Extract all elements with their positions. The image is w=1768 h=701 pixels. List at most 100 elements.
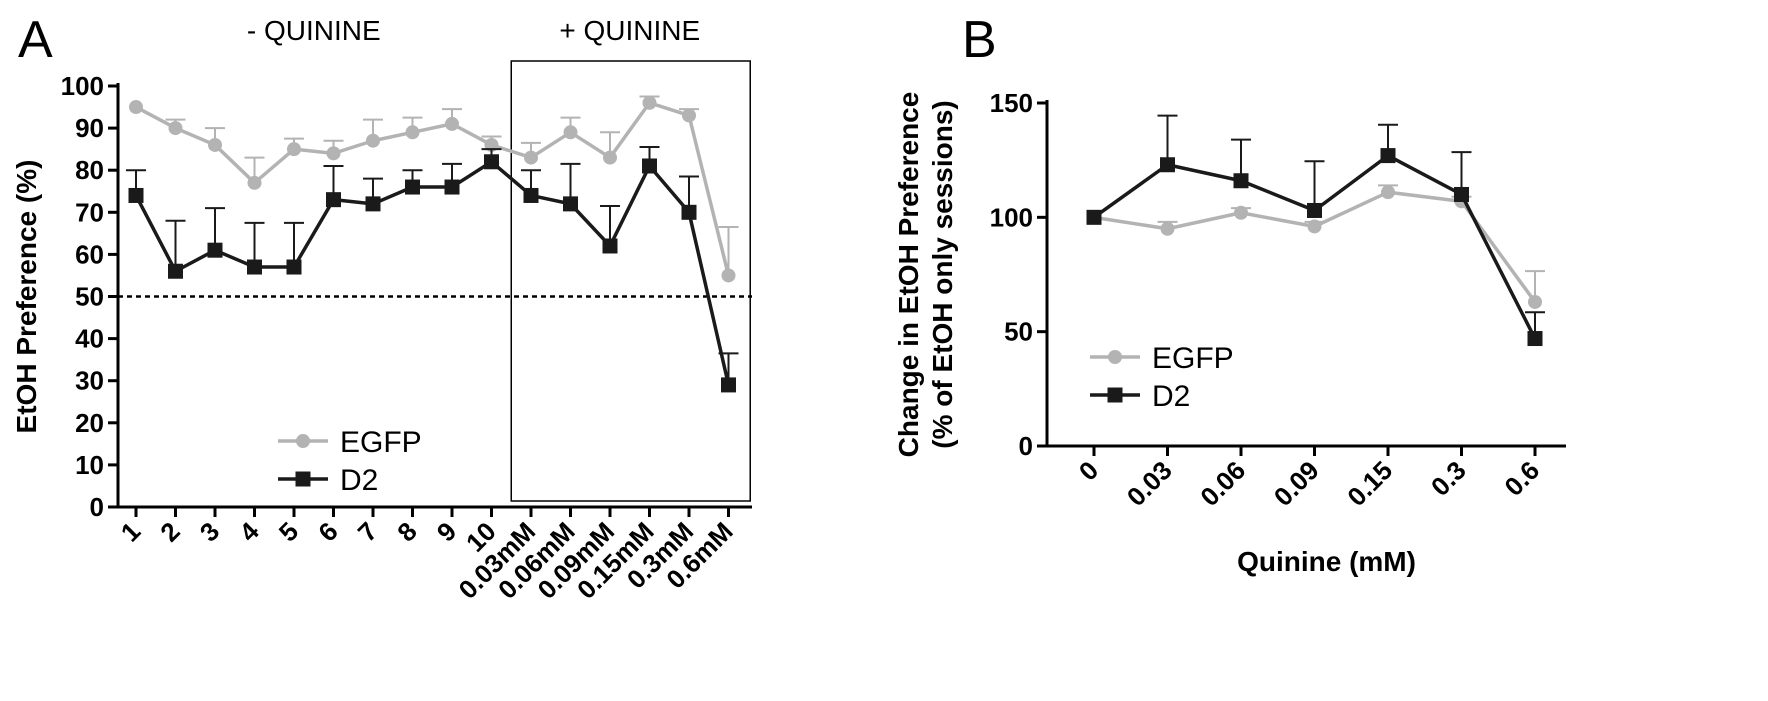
panel-b-chart: 0 50 100 150 0 0.03 0.06 0.09 0.15 0.3 0.6 EGFP D2 Ch…	[893, 88, 1566, 577]
data-point	[1527, 331, 1543, 347]
y-tick-label: 10	[75, 450, 104, 480]
data-point	[682, 108, 696, 123]
legend-marker	[1108, 350, 1122, 364]
data-point	[1381, 185, 1395, 200]
data-point	[208, 137, 222, 152]
data-point	[444, 179, 460, 195]
x-tick-label: 0.6	[1498, 455, 1545, 502]
data-point	[603, 150, 617, 165]
x-tick-label: 0.06	[1194, 455, 1251, 512]
x-tick-label: 4	[233, 516, 265, 548]
x-tick-label: 0.03	[1121, 455, 1178, 512]
y-axis-title-line2: (% of EtOH only sessions)	[927, 100, 958, 449]
data-point	[326, 146, 341, 161]
y-tick-label: 40	[75, 324, 104, 354]
quinine-box	[510, 60, 751, 502]
x-tick-label: 5	[273, 516, 304, 547]
series-line	[135, 101, 731, 276]
y-tick-label: 70	[75, 197, 104, 227]
x-tick-label: 9	[431, 516, 462, 547]
legend-marker	[295, 471, 311, 487]
data-point	[1307, 202, 1322, 218]
data-point	[1307, 219, 1322, 234]
y-tick-label: 50	[75, 282, 104, 312]
data-point	[247, 259, 262, 275]
x-tick-label: 0.3	[1425, 455, 1472, 502]
data-point	[721, 268, 736, 283]
data-point	[405, 179, 420, 195]
x-tick-label: 1	[115, 516, 146, 547]
data-point	[1160, 221, 1175, 236]
x-tick-label: 0	[1073, 455, 1104, 486]
data-point	[286, 259, 302, 275]
series-egfp	[129, 95, 739, 283]
data-point	[405, 125, 420, 140]
data-point	[563, 196, 578, 212]
x-tick-label: 7	[352, 516, 383, 547]
y-tick-label: 50	[1004, 317, 1033, 347]
data-point	[1160, 157, 1175, 173]
data-point	[1234, 205, 1248, 220]
data-point	[484, 154, 499, 170]
panel-b-letter: B	[962, 11, 997, 69]
y-tick-label: 20	[75, 408, 104, 438]
data-point	[1086, 209, 1102, 225]
data-point	[642, 158, 657, 174]
y-axis-title: EtOH Preference (%)	[11, 160, 42, 434]
data-point	[1380, 148, 1396, 164]
legend: EGFP D2	[1090, 342, 1234, 413]
data-point	[207, 242, 223, 258]
x-tick-label: 8	[391, 516, 422, 547]
data-point	[1454, 186, 1469, 202]
y-tick-label: 90	[75, 113, 104, 143]
data-point	[721, 377, 736, 393]
legend: EGFP D2	[278, 426, 422, 497]
x-axis-title: Quinine (mM)	[1237, 546, 1416, 577]
x-tick-label: 0.15	[1341, 455, 1398, 512]
y-tick-label: 80	[75, 155, 104, 185]
data-point	[365, 196, 381, 212]
y-tick-label: 100	[61, 71, 104, 101]
y-axis-title: Change in EtOH Preference	[893, 92, 924, 458]
data-point	[523, 187, 539, 203]
data-point	[168, 121, 183, 136]
x-tick-label: 3	[194, 516, 225, 547]
data-point	[563, 125, 578, 140]
x-tick-label: 2	[154, 516, 185, 547]
data-point	[287, 142, 301, 157]
y-tick-label: 150	[990, 88, 1033, 118]
data-point	[1233, 173, 1249, 189]
series-line	[134, 160, 731, 386]
legend-label: EGFP	[1152, 342, 1234, 375]
y-tick-label: 60	[75, 239, 104, 269]
y-tick-label: 0	[1019, 431, 1033, 461]
data-point	[168, 263, 183, 279]
legend-label: D2	[1152, 380, 1190, 413]
data-point	[681, 204, 697, 220]
data-point	[247, 175, 262, 190]
condition-label: + QUININE	[559, 15, 700, 46]
panel-a-letter: A	[18, 11, 53, 69]
x-tick-label: 6	[312, 516, 343, 547]
y-tick-label: 0	[90, 492, 104, 522]
x-tick-label: 0.09	[1268, 455, 1325, 512]
legend-label: EGFP	[340, 426, 422, 459]
series-d2	[1086, 114, 1545, 347]
data-point	[129, 100, 143, 115]
series-d2	[126, 146, 739, 393]
y-tick-label: 100	[990, 202, 1033, 232]
data-point	[602, 238, 618, 254]
condition-label: - QUININE	[247, 15, 381, 46]
data-point	[524, 150, 538, 165]
y-tick-label: 30	[75, 366, 104, 396]
legend-marker	[1107, 387, 1123, 403]
data-point	[1528, 294, 1542, 309]
data-point	[445, 116, 459, 131]
data-point	[642, 95, 657, 110]
legend-label: D2	[340, 464, 378, 497]
data-point	[366, 133, 380, 148]
data-point	[326, 192, 341, 208]
data-point	[128, 187, 144, 203]
